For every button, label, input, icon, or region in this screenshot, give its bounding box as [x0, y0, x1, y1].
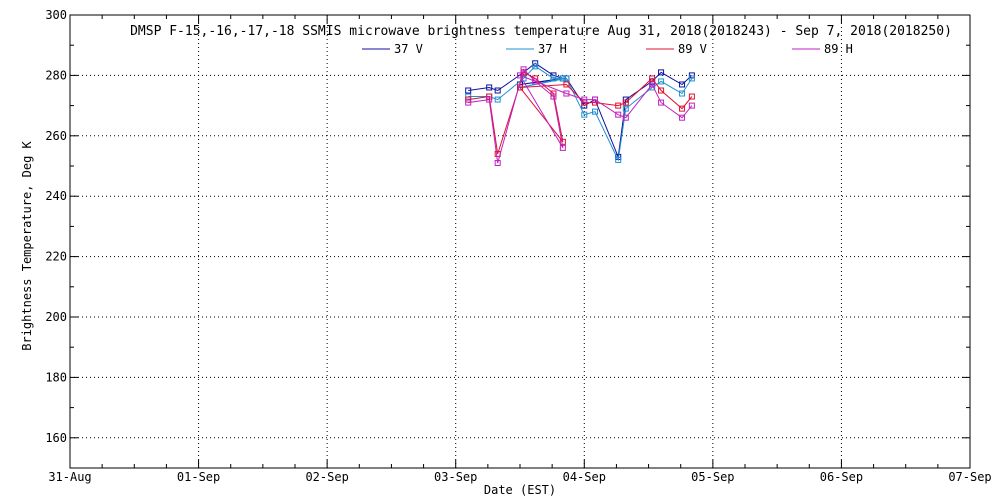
data-point-89-v	[465, 96, 472, 103]
data-point-89-v	[563, 81, 570, 88]
data-point-89-h	[679, 114, 686, 121]
data-point-89-v	[679, 105, 686, 112]
x-tick-label: 06-Sep	[820, 470, 863, 484]
data-point-37-v	[679, 81, 686, 88]
data-point-89-h	[563, 90, 570, 97]
legend-label-89-h: 89 H	[824, 42, 853, 56]
series-line-37-v	[468, 62, 693, 159]
data-point-89-h	[486, 96, 493, 103]
series-line-89-h	[468, 68, 693, 164]
data-point-89-v	[688, 93, 695, 100]
series-89-v	[465, 69, 695, 157]
data-point-37-v	[486, 84, 493, 91]
y-tick-label: 280	[45, 68, 67, 82]
x-tick-label: 07-Sep	[948, 470, 991, 484]
y-tick-label: 240	[45, 189, 67, 203]
legend-item-89-h: 89 H	[792, 42, 853, 56]
data-point-89-h	[688, 102, 695, 109]
y-axis-label: Brightness Temperature, Deg K	[20, 140, 34, 350]
data-point-89-h	[615, 111, 622, 118]
data-point-37-h	[581, 111, 588, 118]
y-tick-label: 200	[45, 310, 67, 324]
legend-label-37-h: 37 H	[538, 42, 567, 56]
data-point-37-h	[592, 108, 598, 115]
data-point-89-v	[658, 87, 665, 94]
data-point-37-v	[465, 87, 472, 94]
chart-title: DMSP F-15,-16,-17,-18 SSMIS microwave br…	[130, 24, 952, 39]
data-point-89-h	[494, 159, 501, 166]
data-point-37-h	[550, 75, 557, 82]
data-point-37-h	[465, 93, 472, 100]
data-point-89-h	[532, 78, 539, 85]
data-point-37-v	[688, 72, 695, 79]
data-point-37-h	[615, 156, 622, 163]
data-point-89-h	[550, 93, 557, 100]
x-tick-label: 01-Sep	[177, 470, 220, 484]
x-tick-label: 03-Sep	[434, 470, 477, 484]
data-point-89-h	[517, 72, 523, 79]
data-point-37-v	[658, 69, 665, 76]
axis-ticks: 31-Aug 01-Sep 02-Sep 03-Sep 04-Sep 05-Sep 06-S…	[45, 8, 991, 484]
y-tick-label: 160	[45, 431, 67, 445]
y-tick-label: 180	[45, 370, 67, 384]
data-point-89-h	[622, 114, 629, 121]
data-point-37-h	[622, 105, 629, 112]
data-point-89-h	[581, 96, 588, 103]
data-point-89-h	[658, 99, 665, 106]
data-point-37-h	[559, 75, 566, 82]
data-point-89-v	[649, 75, 656, 82]
data-point-37-h	[532, 63, 539, 70]
series-37-v	[465, 60, 695, 160]
legend-item-37-v: 37 V	[362, 42, 423, 56]
data-point-89-v	[622, 99, 629, 106]
x-tick-label: 04-Sep	[563, 470, 606, 484]
legend-item-89-v: 89 V	[646, 42, 707, 56]
data-point-89-v	[615, 102, 622, 109]
legend-label-37-v: 37 V	[394, 42, 423, 56]
y-tick-label: 300	[45, 8, 67, 22]
data-point-37-v	[494, 87, 501, 94]
y-tick-label: 260	[45, 129, 67, 143]
data-point-37-h	[658, 78, 665, 85]
data-point-89-v	[486, 93, 493, 100]
data-point-89-h	[649, 81, 656, 88]
data-point-89-h	[465, 99, 472, 106]
series-line-89-v	[468, 71, 693, 155]
data-point-89-v	[559, 138, 566, 145]
x-tick-label: 02-Sep	[305, 470, 348, 484]
data-point-37-h	[688, 75, 695, 82]
data-point-89-h	[592, 96, 598, 103]
data-point-37-h	[679, 90, 686, 97]
legend-item-37-h: 37 H	[506, 42, 567, 56]
x-tick-label: 31-Aug	[48, 470, 91, 484]
x-axis-label: Date (EST)	[484, 483, 556, 497]
y-tick-label: 220	[45, 250, 67, 264]
legend: 37 V 37 H 89 V 89 H	[362, 42, 853, 56]
data-point-89-v	[517, 84, 523, 91]
x-tick-label: 05-Sep	[691, 470, 734, 484]
series-89-h	[465, 66, 695, 166]
data-point-37-h	[494, 96, 501, 103]
data-point-37-h	[563, 75, 570, 82]
legend-label-89-v: 89 V	[678, 42, 707, 56]
data-point-89-h	[520, 66, 527, 73]
series-layer	[465, 60, 695, 166]
data-point-89-h	[559, 144, 566, 151]
